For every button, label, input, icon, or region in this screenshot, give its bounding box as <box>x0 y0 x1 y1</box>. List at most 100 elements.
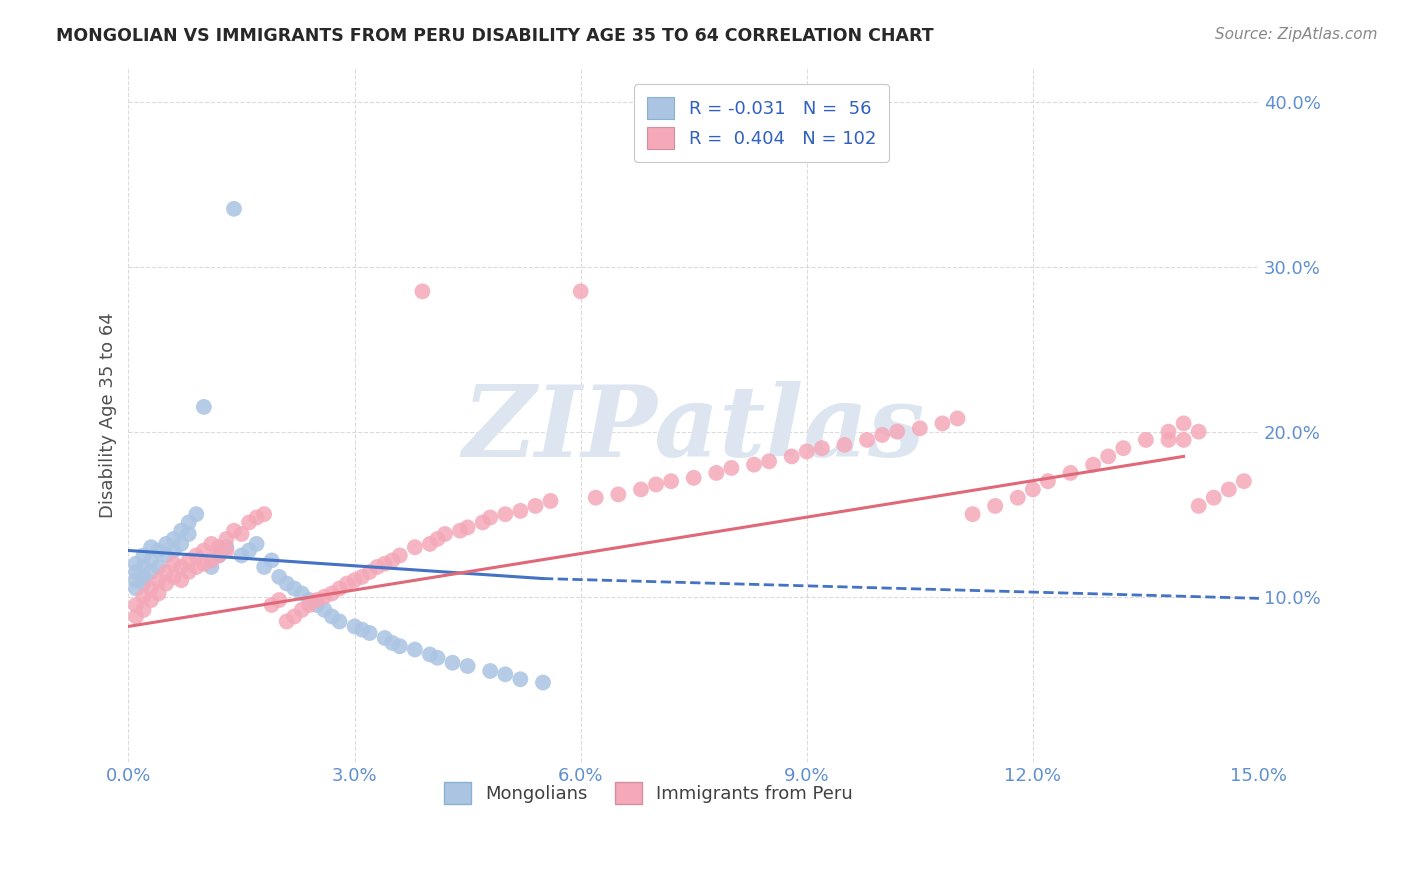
Point <box>208 540 231 554</box>
Point <box>946 411 969 425</box>
Point <box>148 543 170 558</box>
Point <box>1007 491 1029 505</box>
Y-axis label: Disability Age 35 to 64: Disability Age 35 to 64 <box>100 312 117 518</box>
Text: ZIPatlas: ZIPatlas <box>463 381 925 477</box>
Point <box>200 537 222 551</box>
Point <box>125 557 148 571</box>
Point <box>1059 466 1081 480</box>
Point <box>419 648 441 662</box>
Point <box>931 417 953 431</box>
Point <box>132 590 155 604</box>
Point <box>155 576 177 591</box>
Point <box>186 560 208 574</box>
Point <box>276 615 298 629</box>
Point <box>245 510 267 524</box>
Point <box>222 524 245 538</box>
Point <box>208 549 231 563</box>
Point <box>163 532 186 546</box>
Point <box>1135 433 1157 447</box>
Point <box>524 499 547 513</box>
Point <box>682 471 704 485</box>
Point <box>336 576 359 591</box>
Point <box>509 504 531 518</box>
Point <box>253 560 276 574</box>
Point <box>125 565 148 579</box>
Point <box>645 477 668 491</box>
Point <box>215 540 238 554</box>
Point <box>704 466 727 480</box>
Point <box>170 560 193 574</box>
Point <box>1202 491 1225 505</box>
Point <box>742 458 765 472</box>
Point <box>231 527 253 541</box>
Point <box>343 573 366 587</box>
Point <box>374 631 396 645</box>
Point <box>870 428 893 442</box>
Point <box>177 516 200 530</box>
Point <box>359 565 381 579</box>
Point <box>193 543 215 558</box>
Point <box>139 540 162 554</box>
Point <box>659 474 682 488</box>
Point <box>630 483 652 497</box>
Point <box>434 527 457 541</box>
Point <box>419 537 441 551</box>
Point <box>811 441 834 455</box>
Point <box>359 626 381 640</box>
Text: Source: ZipAtlas.com: Source: ZipAtlas.com <box>1215 27 1378 42</box>
Point <box>908 421 931 435</box>
Point <box>321 586 343 600</box>
Point <box>132 576 155 591</box>
Point <box>298 598 321 612</box>
Point <box>1022 483 1045 497</box>
Point <box>148 573 170 587</box>
Point <box>758 454 780 468</box>
Point <box>366 560 388 574</box>
Point <box>283 582 305 596</box>
Point <box>984 499 1007 513</box>
Point <box>200 553 222 567</box>
Point <box>193 557 215 571</box>
Point <box>1112 441 1135 455</box>
Point <box>1081 458 1104 472</box>
Point <box>245 537 267 551</box>
Point <box>222 202 245 216</box>
Point <box>1036 474 1059 488</box>
Point <box>720 461 742 475</box>
Point <box>177 565 200 579</box>
Point <box>569 285 592 299</box>
Point <box>886 425 908 439</box>
Point <box>170 524 193 538</box>
Point <box>238 543 260 558</box>
Point <box>314 603 336 617</box>
Point <box>328 582 350 596</box>
Point <box>148 586 170 600</box>
Point <box>260 598 283 612</box>
Point <box>411 285 433 299</box>
Point <box>834 438 856 452</box>
Point <box>170 537 193 551</box>
Point <box>305 598 328 612</box>
Point <box>388 639 411 653</box>
Point <box>457 520 479 534</box>
Point <box>125 582 148 596</box>
Point <box>208 549 231 563</box>
Point <box>1157 425 1180 439</box>
Point <box>298 593 321 607</box>
Point <box>607 487 630 501</box>
Point <box>139 582 162 596</box>
Point <box>1188 425 1211 439</box>
Legend: Mongolians, Immigrants from Peru: Mongolians, Immigrants from Peru <box>433 772 863 815</box>
Point <box>125 598 148 612</box>
Point <box>1173 417 1195 431</box>
Point <box>276 576 298 591</box>
Point <box>170 573 193 587</box>
Point <box>177 527 200 541</box>
Point <box>381 636 404 650</box>
Point <box>139 565 162 579</box>
Point <box>1233 474 1256 488</box>
Point <box>155 549 177 563</box>
Point <box>177 553 200 567</box>
Point <box>305 593 328 607</box>
Point <box>471 516 494 530</box>
